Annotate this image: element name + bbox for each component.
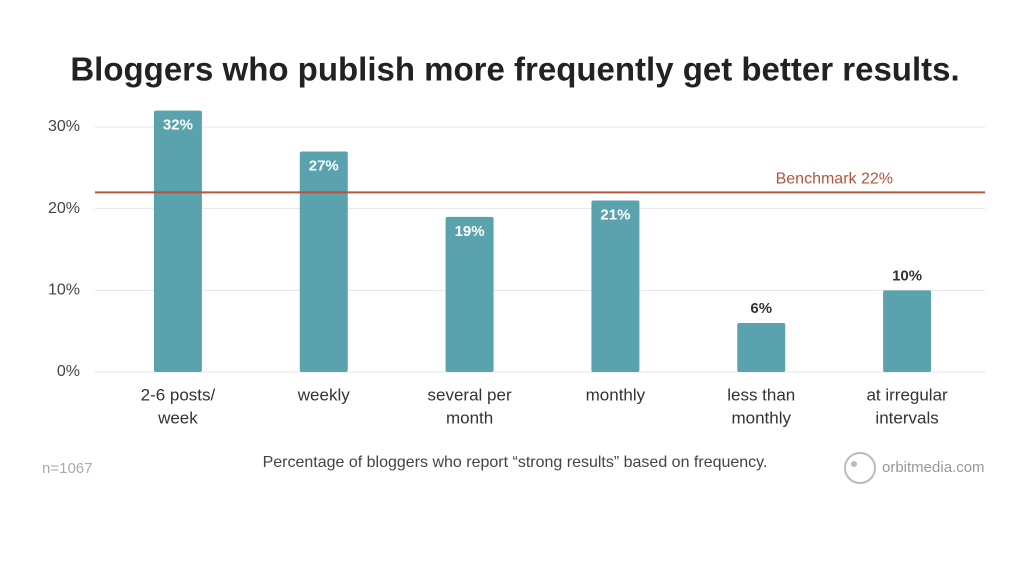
benchmark-label: Benchmark 22% xyxy=(776,171,893,188)
bar xyxy=(737,323,786,372)
y-tick-label: 10% xyxy=(48,282,80,299)
chart-title: Bloggers who publish more frequently get… xyxy=(70,51,959,88)
source-logo: orbitmedia.com xyxy=(882,459,985,476)
bar xyxy=(445,216,494,372)
logo-ring xyxy=(844,452,876,484)
value-label: 6% xyxy=(750,300,772,317)
x-tick-label: less than xyxy=(727,385,795,404)
y-tick-label: 20% xyxy=(48,200,80,217)
x-tick-label: week xyxy=(157,408,198,427)
y-tick-label: 0% xyxy=(57,363,80,380)
sample-note: n=1067 xyxy=(42,460,92,477)
x-tick-label: intervals xyxy=(875,408,938,427)
bar xyxy=(153,110,202,373)
logo-dot xyxy=(851,461,857,467)
caption: Percentage of bloggers who report “stron… xyxy=(263,454,768,471)
x-tick-label: 2-6 posts/ xyxy=(141,385,216,404)
bar xyxy=(591,200,640,372)
x-tick-label: month xyxy=(446,408,493,427)
x-tick-label: monthly xyxy=(586,385,646,404)
x-tick-label: weekly xyxy=(297,385,350,404)
x-tick-label: monthly xyxy=(731,408,791,427)
value-label: 21% xyxy=(600,206,630,223)
x-tick-label: several per xyxy=(428,385,512,404)
x-tick-label: at irregular xyxy=(866,385,948,404)
value-label: 10% xyxy=(892,267,922,284)
bar xyxy=(883,290,932,372)
value-label: 27% xyxy=(309,157,339,174)
bar xyxy=(299,151,348,372)
value-label: 19% xyxy=(455,223,485,240)
y-tick-label: 30% xyxy=(48,118,80,135)
value-label: 32% xyxy=(163,117,193,134)
